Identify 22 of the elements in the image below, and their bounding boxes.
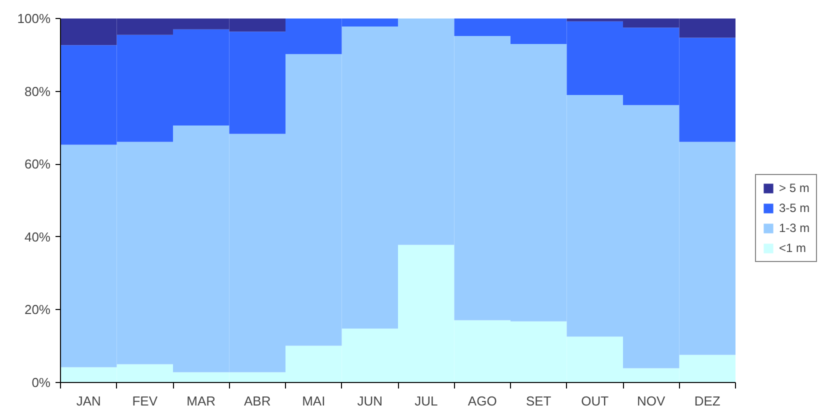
x-tick-label: OUT: [581, 394, 609, 408]
x-tick-label: AGO: [468, 394, 497, 408]
y-tick-label: 20%: [24, 302, 51, 318]
x-tick-label: SET: [526, 394, 552, 408]
x-tick-label: FEV: [132, 394, 158, 408]
x-tick-label: JUN: [357, 394, 383, 408]
legend-label: <1 m: [779, 241, 806, 255]
x-tick-label: NOV: [637, 394, 666, 408]
x-tick-label: DEZ: [694, 394, 720, 408]
y-tick-label: 80%: [24, 84, 51, 99]
x-tick-label: MAR: [186, 394, 216, 408]
y-tick-label: 60%: [24, 156, 51, 172]
legend-label: 3-5 m: [779, 201, 810, 215]
x-tick-label: JAN: [76, 394, 101, 408]
legend-label: > 5 m: [779, 181, 810, 195]
y-tick-label: 100%: [17, 11, 51, 26]
y-tick-label: 0%: [32, 375, 51, 390]
x-tick-label: MAI: [302, 394, 326, 408]
legend-label: 1-3 m: [779, 221, 810, 235]
x-tick-label: ABR: [244, 394, 271, 408]
y-tick-label: 40%: [24, 229, 51, 244]
x-tick-label: JUL: [414, 394, 438, 408]
